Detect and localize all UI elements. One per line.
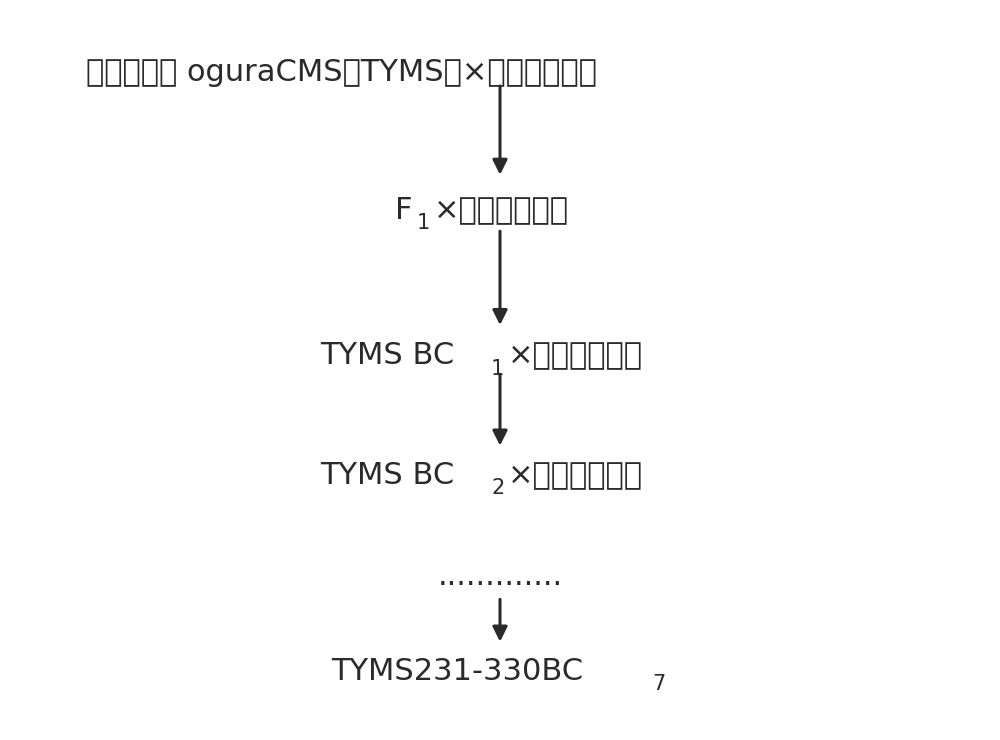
Text: 1: 1 <box>417 213 430 233</box>
Text: 1: 1 <box>491 359 504 379</box>
Text: TYMS231-330BC: TYMS231-330BC <box>331 657 583 686</box>
Text: ×（回交父本）: ×（回交父本） <box>508 341 643 370</box>
Text: 2: 2 <box>491 478 504 498</box>
Text: 7: 7 <box>652 674 665 694</box>
Text: ×（回交父本）: ×（回交父本） <box>508 461 643 490</box>
Text: TYMS BC: TYMS BC <box>320 461 455 490</box>
Text: F: F <box>395 196 412 225</box>
Text: .............: ............. <box>437 562 563 591</box>
Text: TYMS BC: TYMS BC <box>320 341 455 370</box>
Text: ×（回交父本）: ×（回交父本） <box>434 196 569 225</box>
Text: 甘蓝型油菜 oguraCMS（TYMS）×（回交父本）: 甘蓝型油菜 oguraCMS（TYMS）×（回交父本） <box>86 58 597 87</box>
